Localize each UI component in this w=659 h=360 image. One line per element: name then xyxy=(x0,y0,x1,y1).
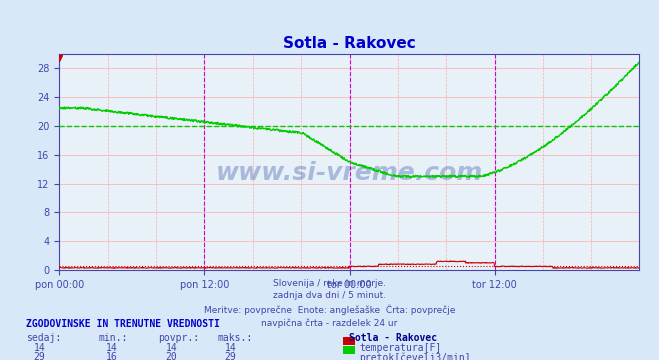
Text: 14: 14 xyxy=(225,343,237,353)
Text: Slovenija / reke in morje.
zadnja dva dni / 5 minut.
Meritve: povprečne  Enote: : Slovenija / reke in morje. zadnja dva dn… xyxy=(204,279,455,328)
Text: temperatura[F]: temperatura[F] xyxy=(359,343,442,353)
Text: 29: 29 xyxy=(225,352,237,360)
Text: 14: 14 xyxy=(165,343,177,353)
Text: maks.:: maks.: xyxy=(217,333,252,343)
Text: 20: 20 xyxy=(165,352,177,360)
Text: 14: 14 xyxy=(106,343,118,353)
Text: www.si-vreme.com: www.si-vreme.com xyxy=(215,161,483,185)
Text: 29: 29 xyxy=(34,352,45,360)
Text: sedaj:: sedaj: xyxy=(26,333,61,343)
Text: 14: 14 xyxy=(34,343,45,353)
Title: Sotla - Rakovec: Sotla - Rakovec xyxy=(283,36,416,51)
Text: min.:: min.: xyxy=(99,333,129,343)
Text: pretok[čevelj3/min]: pretok[čevelj3/min] xyxy=(359,352,471,360)
Text: 16: 16 xyxy=(106,352,118,360)
Text: Sotla - Rakovec: Sotla - Rakovec xyxy=(349,333,438,343)
Text: ZGODOVINSKE IN TRENUTNE VREDNOSTI: ZGODOVINSKE IN TRENUTNE VREDNOSTI xyxy=(26,319,220,329)
Text: povpr.:: povpr.: xyxy=(158,333,199,343)
